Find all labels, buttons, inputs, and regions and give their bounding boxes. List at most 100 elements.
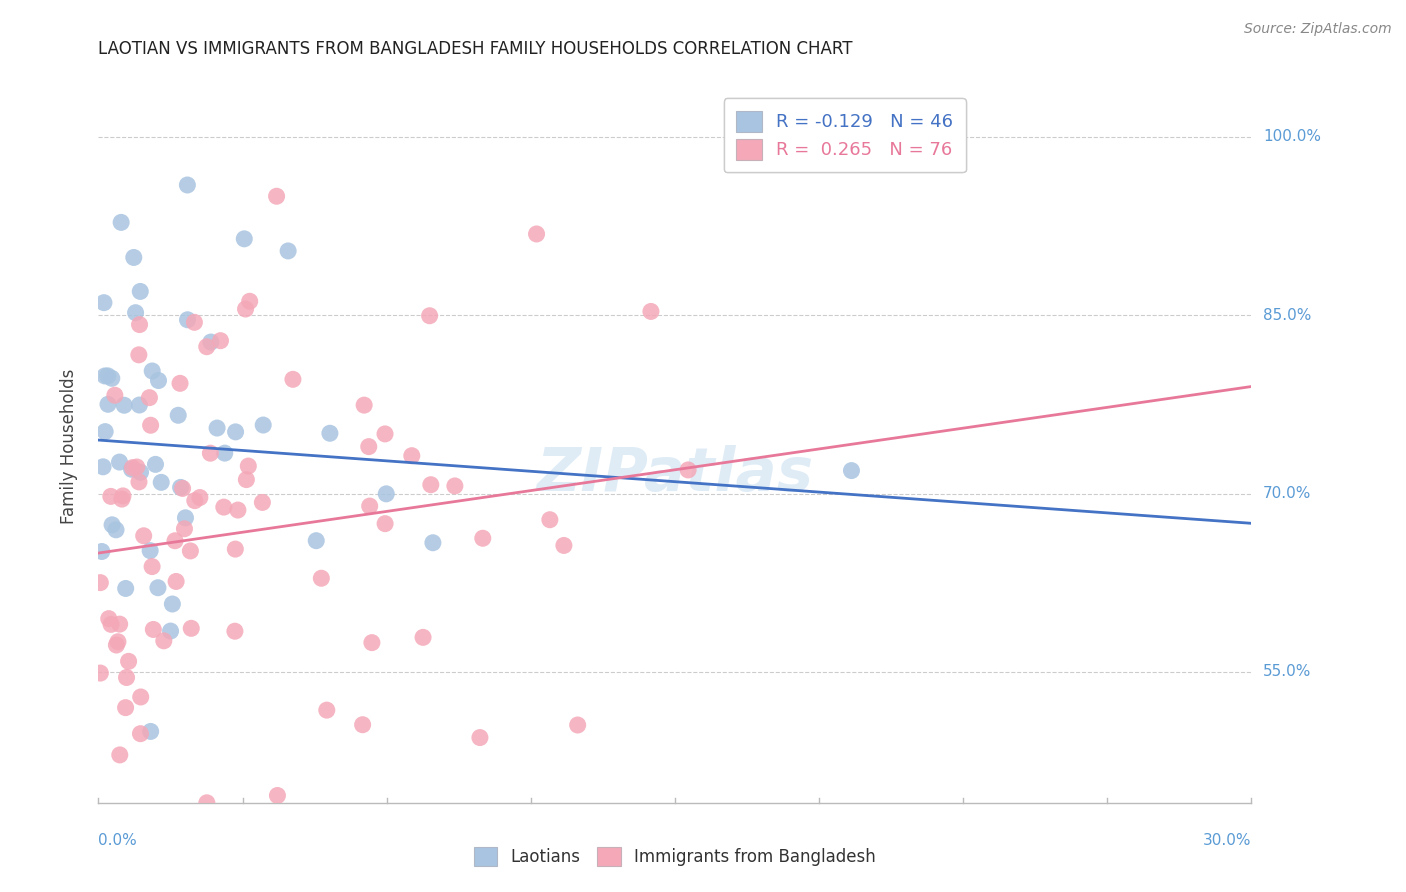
Point (209, 334, 232, 348)
Text: 100.0%: 100.0% (1263, 129, 1320, 145)
Point (97, 368, 120, 383)
Point (640, 304, 662, 318)
Point (235, 301, 257, 316)
Point (165, 574, 187, 589)
Point (235, 473, 257, 487)
Point (538, 513, 561, 527)
Point (89, 575, 111, 590)
Point (142, 623, 165, 637)
Point (305, 533, 328, 548)
Point (188, 491, 211, 505)
Legend: R = -0.129   N = 46, R =  0.265   N = 76: R = -0.129 N = 46, R = 0.265 N = 76 (724, 98, 966, 172)
Point (132, 529, 155, 543)
Point (214, 446, 236, 460)
Point (412, 631, 434, 645)
Point (146, 581, 169, 595)
Point (311, 571, 333, 585)
Point (444, 479, 467, 493)
Point (101, 371, 124, 385)
Point (138, 391, 160, 405)
Point (104, 388, 127, 402)
Point (128, 398, 150, 412)
Y-axis label: Family Households: Family Households (59, 368, 77, 524)
Point (114, 582, 136, 596)
Point (468, 731, 491, 745)
Point (100, 489, 122, 503)
Point (526, 227, 548, 241)
Point (129, 465, 152, 479)
Point (374, 426, 396, 441)
Point (128, 348, 150, 362)
Point (115, 671, 138, 685)
Legend: Laotians, Immigrants from Bangladesh: Laotians, Immigrants from Bangladesh (465, 838, 884, 875)
Point (422, 535, 444, 549)
Point (93, 295, 115, 310)
Point (97, 397, 120, 411)
Point (145, 458, 167, 472)
Point (374, 516, 396, 531)
Point (139, 724, 162, 739)
Point (125, 460, 148, 475)
Point (179, 544, 201, 558)
Text: 85.0%: 85.0% (1263, 308, 1312, 323)
Point (226, 503, 249, 517)
Point (183, 315, 205, 329)
Point (239, 294, 262, 309)
Text: LAOTIAN VS IMMIGRANTS FROM BANGLADESH FAMILY HOUSEHOLDS CORRELATION CHART: LAOTIAN VS IMMIGRANTS FROM BANGLADESH FA… (98, 40, 853, 58)
Point (121, 462, 143, 476)
Point (252, 417, 274, 432)
Point (90, 544, 112, 558)
Point (108, 747, 131, 762)
Point (173, 522, 195, 536)
Point (841, 464, 863, 478)
Point (105, 523, 128, 537)
Text: ZIPatlas: ZIPatlas (536, 445, 814, 504)
Point (94, 368, 117, 383)
Text: 30.0%: 30.0% (1204, 832, 1251, 847)
Point (238, 458, 260, 473)
Point (159, 624, 181, 638)
Point (128, 318, 150, 332)
Point (419, 477, 441, 491)
Point (471, 531, 494, 545)
Point (419, 309, 441, 323)
Point (111, 492, 134, 507)
Point (121, 460, 143, 475)
Point (205, 421, 228, 435)
Point (153, 633, 176, 648)
Point (359, 499, 381, 513)
Text: 55.0%: 55.0% (1263, 665, 1312, 680)
Point (361, 635, 384, 649)
Point (169, 480, 191, 494)
Point (352, 717, 374, 731)
Point (169, 376, 191, 391)
Point (375, 487, 398, 501)
Text: Source: ZipAtlas.com: Source: ZipAtlas.com (1244, 22, 1392, 37)
Point (200, 446, 222, 460)
Point (266, 789, 288, 803)
Point (117, 654, 139, 668)
Point (567, 718, 589, 732)
Point (94, 425, 117, 439)
Point (357, 440, 380, 454)
Point (91, 459, 114, 474)
Point (676, 463, 699, 477)
Point (167, 409, 190, 423)
Point (129, 727, 152, 741)
Point (233, 232, 256, 246)
Point (97, 612, 120, 626)
Point (266, 189, 288, 203)
Point (315, 703, 337, 717)
Point (148, 374, 170, 388)
Point (139, 543, 162, 558)
Point (180, 621, 202, 635)
Text: 0.0%: 0.0% (98, 832, 138, 847)
Point (401, 449, 423, 463)
Point (100, 617, 122, 632)
Point (174, 510, 197, 524)
Point (224, 624, 246, 639)
Point (111, 489, 134, 503)
Point (163, 533, 186, 548)
Point (110, 215, 132, 229)
Point (212, 500, 235, 515)
